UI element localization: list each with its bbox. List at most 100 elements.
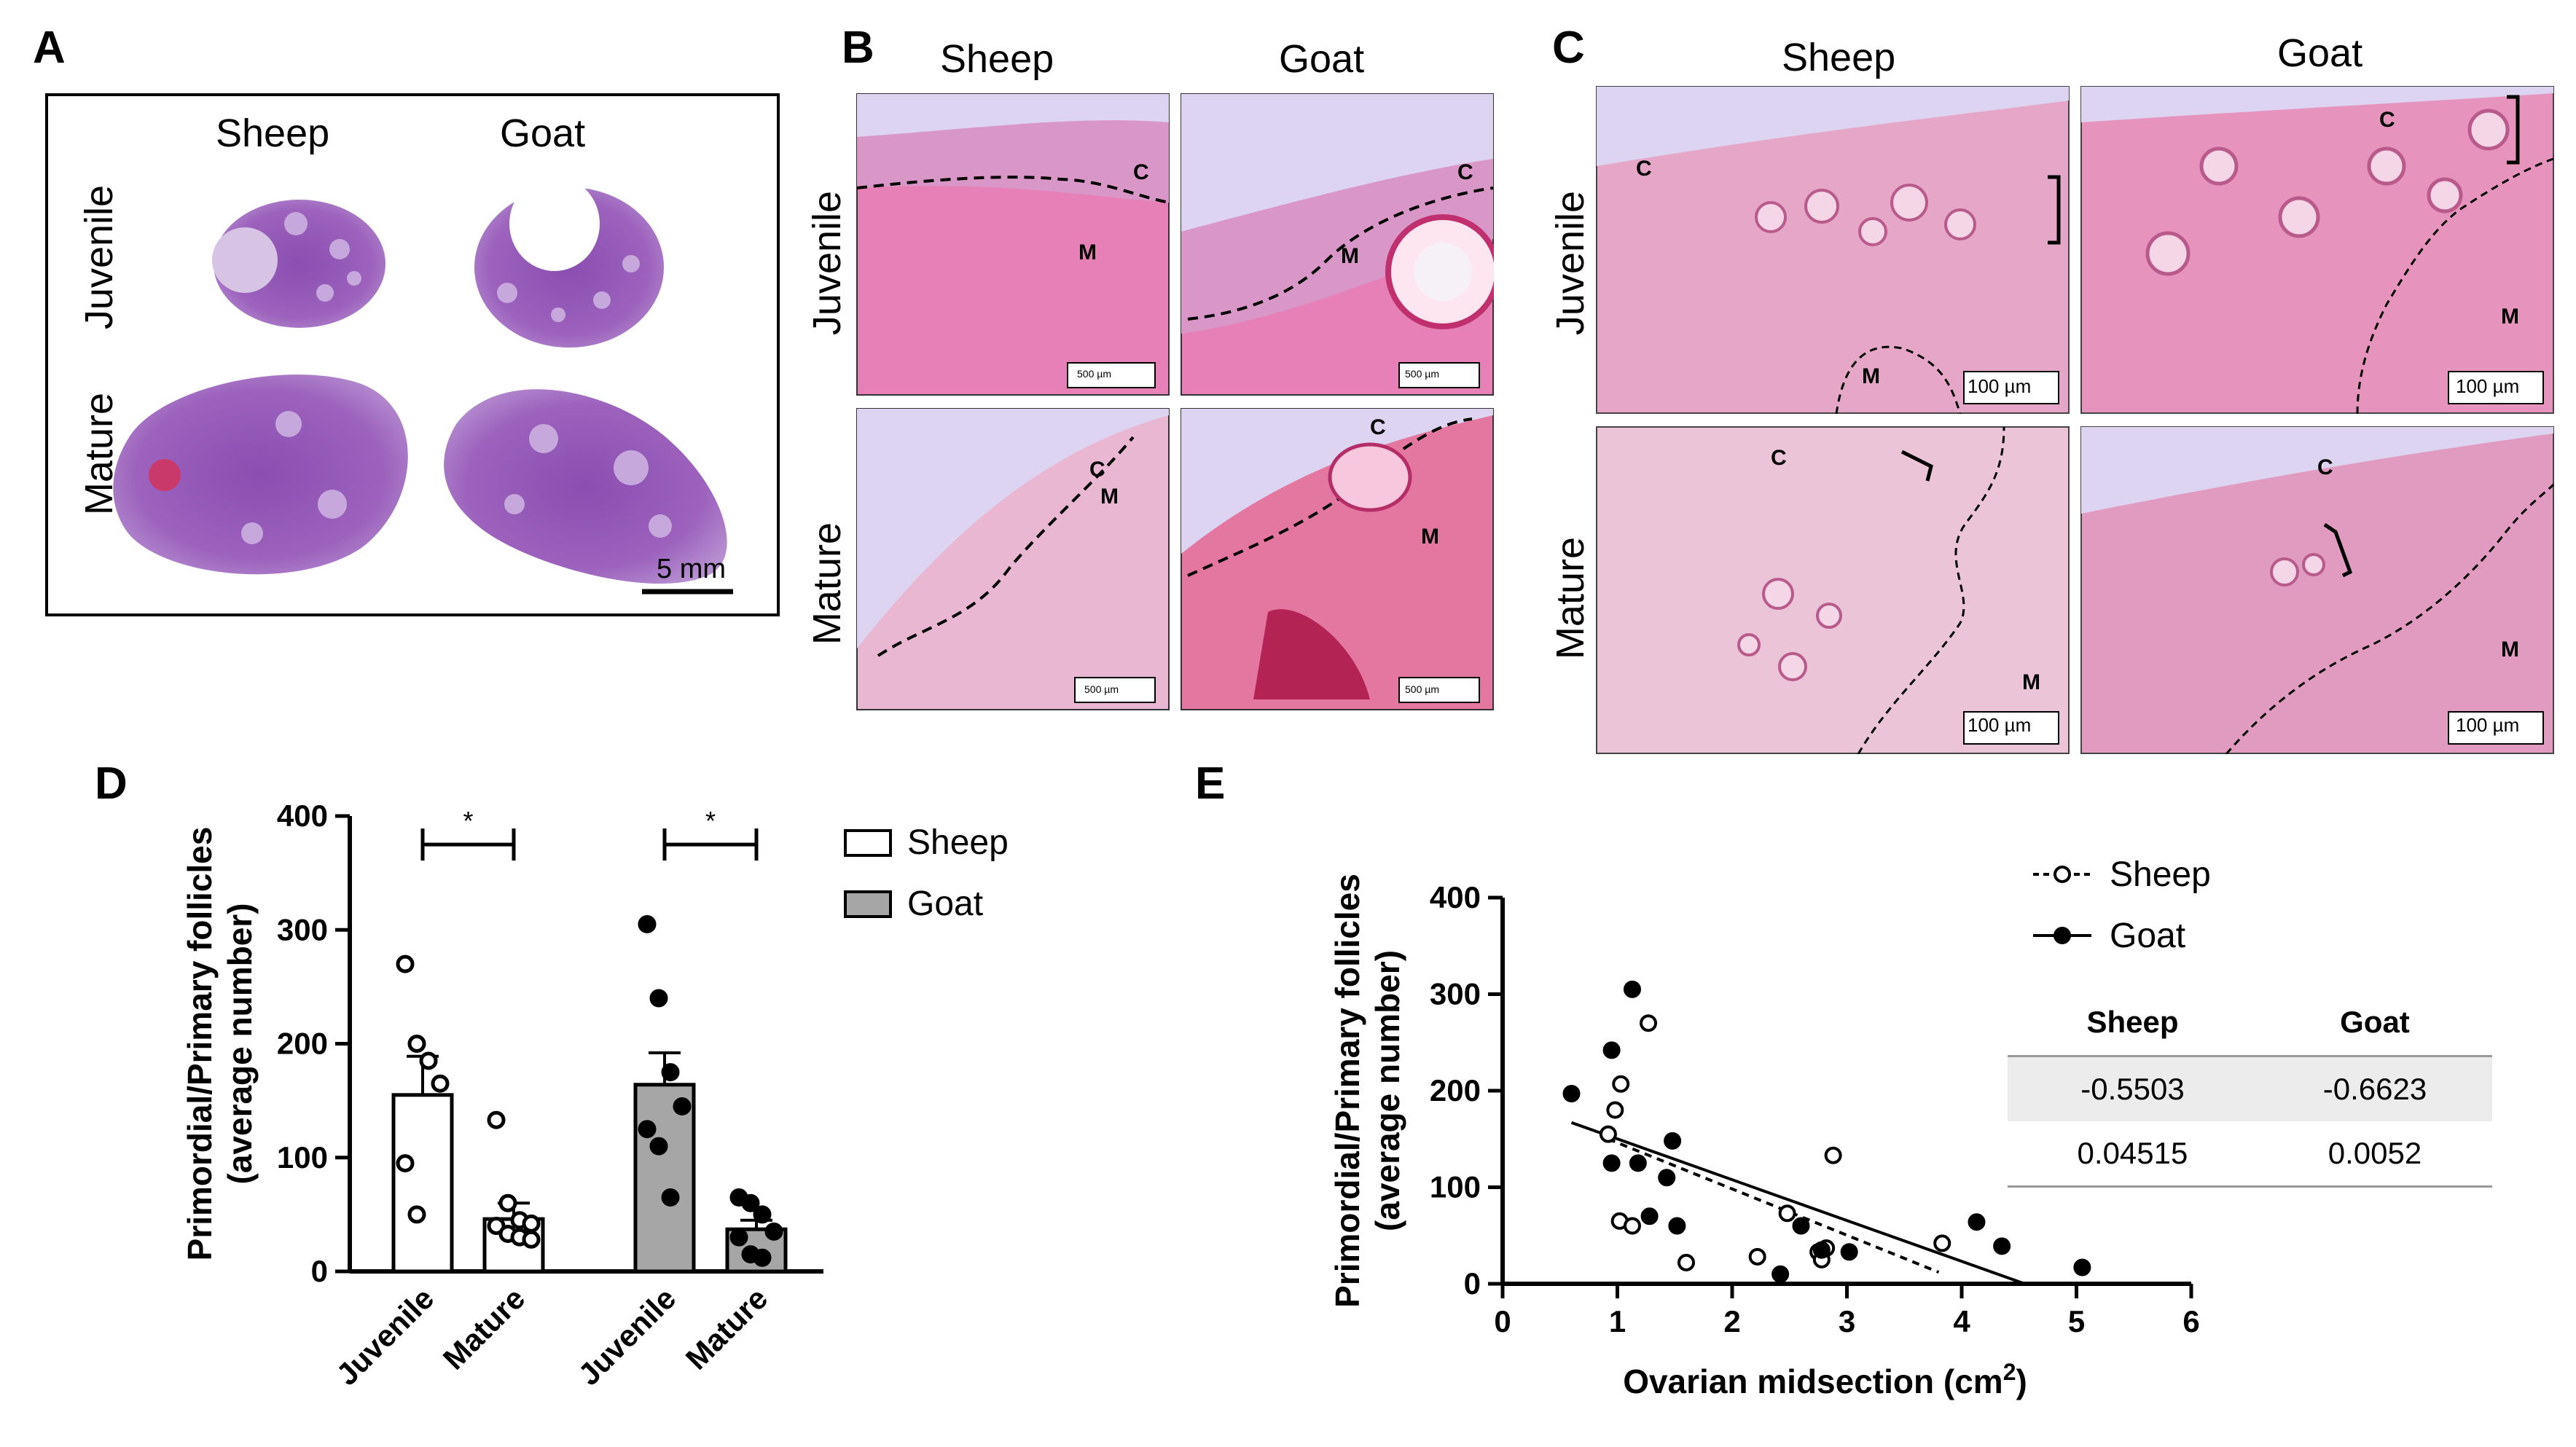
significance-star: * [705, 806, 716, 836]
data-point [764, 1222, 783, 1241]
data-point [431, 1074, 450, 1093]
data-point [1840, 1243, 1858, 1261]
micrograph-b-sheep-mature [856, 408, 1170, 710]
data-point [1812, 1241, 1831, 1259]
table-header-row: Sheep Goat [2008, 989, 2492, 1057]
data-point [649, 1137, 668, 1156]
y-axis-label-line1: Primordial/Primary follicles [1328, 874, 1366, 1308]
micrograph-c-goat-juvenile [2080, 86, 2554, 414]
data-point [498, 1193, 517, 1212]
x-axis-label-end: ) [2016, 1362, 2027, 1400]
data-point [1658, 1169, 1676, 1187]
legend-swatch [844, 890, 892, 918]
panel-a-scale-label: 5 mm [657, 554, 726, 584]
y-axis-label-line2: (average number) [1369, 950, 1406, 1231]
x-tick-label: 4 [1953, 1304, 1970, 1338]
legend-marker [2054, 927, 2071, 944]
panel-b-scale-2: 500 µm [1405, 368, 1439, 380]
x-tick-label: Juvenile [329, 1281, 440, 1392]
panel-a-col-sheep: Sheep [216, 111, 330, 155]
panel-b-col-goat: Goat [1279, 37, 1365, 81]
data-point [649, 989, 668, 1008]
data-point [1677, 1253, 1695, 1271]
panel-c-scale-4: 100 µm [2456, 714, 2520, 736]
fit-line-goat [1570, 1121, 2026, 1285]
data-point [1778, 1204, 1796, 1223]
x-axis-label-superscript: 2 [2003, 1359, 2016, 1385]
panel-b-c-4: C [1370, 415, 1386, 439]
goat-mature-ovary [444, 389, 727, 584]
data-point [1792, 1217, 1810, 1235]
table-row: -0.5503 -0.6623 [2008, 1056, 2492, 1121]
panel-b-c-3: C [1089, 458, 1105, 482]
sheep-mature-ovary [113, 375, 408, 575]
y-tick-label: 400 [277, 799, 328, 833]
fit-line-sheep [1608, 1137, 1940, 1274]
panel-c-m-3: M [2022, 670, 2040, 694]
panel-c-c-1: C [1636, 157, 1652, 181]
goat-juvenile-ovary [474, 176, 664, 348]
panel-b-row-juvenile: Juvenile [805, 190, 849, 336]
panel-a-col-goat: Goat [500, 111, 586, 155]
bar-chart-d: 0 100 200 300 400 Primordial/Primary follicle… [181, 799, 1009, 1392]
data-point [1623, 980, 1641, 998]
panel-b-c-2: C [1457, 160, 1473, 184]
panel-c-scale-1: 100 µm [1968, 375, 2032, 397]
panel-b-m-2: M [1341, 244, 1359, 268]
y-tick-label: 100 [1430, 1170, 1481, 1204]
legend-marker [2054, 866, 2071, 883]
x-tick-label: 0 [1494, 1304, 1511, 1338]
panel-c-m-1: M [1862, 364, 1880, 388]
panel-b-m-4: M [1421, 525, 1439, 549]
panel-c-c-3: C [1771, 446, 1787, 470]
panel-b-col-sheep: Sheep [940, 37, 1054, 81]
data-point [407, 1035, 426, 1053]
micrograph-c-sheep-juvenile [1596, 86, 2070, 414]
data-point [1748, 1247, 1766, 1266]
legend-label: Goat [907, 885, 983, 923]
legend-label: Goat [2110, 917, 2185, 955]
data-point [1824, 1146, 1842, 1164]
panel-b-scale-3: 500 µm [1084, 683, 1119, 695]
y-tick-label: 0 [1464, 1266, 1481, 1301]
panel-c-c-2: C [2379, 108, 2395, 132]
data-point [1606, 1101, 1624, 1119]
data-point [522, 1230, 541, 1249]
table-header-sheep: Sheep [2008, 989, 2258, 1057]
panel-b-m-3: M [1100, 485, 1119, 509]
data-point [1629, 1154, 1647, 1172]
data-point [1602, 1041, 1621, 1059]
panel-c-m-2: M [2501, 305, 2519, 329]
panel-c-m-4: M [2501, 638, 2519, 662]
panel-label-a: A [33, 23, 66, 73]
micrograph-b-goat-mature [1181, 408, 1494, 710]
data-point [741, 1193, 760, 1212]
data-point [1664, 1132, 1682, 1150]
data-point [1612, 1075, 1630, 1093]
panel-label-c: C [1552, 23, 1585, 73]
table-cell: -0.5503 [2008, 1056, 2258, 1121]
legend-label: Sheep [907, 823, 1009, 862]
table-row: 0.04515 0.0052 [2008, 1121, 2492, 1188]
data-point [1562, 1084, 1581, 1102]
panel-a-frame: Sheep Goat Juvenile Mature [45, 93, 780, 616]
data-point [419, 1051, 438, 1070]
panel-c-col-sheep: Sheep [1782, 36, 1896, 79]
x-tick-label: Mature [436, 1281, 532, 1376]
table-header-goat: Goat [2257, 989, 2492, 1057]
ovary-sections-image [113, 176, 733, 595]
x-tick-label: Mature [679, 1281, 775, 1376]
bar [391, 1093, 454, 1274]
data-point [661, 1063, 680, 1082]
micrograph-b-sheep-juvenile [856, 93, 1170, 396]
legend-swatch [844, 829, 892, 857]
data-point [753, 1205, 772, 1224]
x-tick-label: Juvenile [571, 1281, 682, 1392]
table-cell: 0.04515 [2008, 1121, 2258, 1188]
panel-c-row-juvenile: Juvenile [1549, 190, 1592, 336]
x-axis-label: Ovarian midsection (cm2) [1623, 1359, 2027, 1400]
micrograph-c-goat-mature [2080, 426, 2554, 754]
panel-b-scale-1: 500 µm [1077, 368, 1111, 380]
panel-c-c-4: C [2317, 455, 2333, 479]
data-point [1623, 1217, 1641, 1235]
